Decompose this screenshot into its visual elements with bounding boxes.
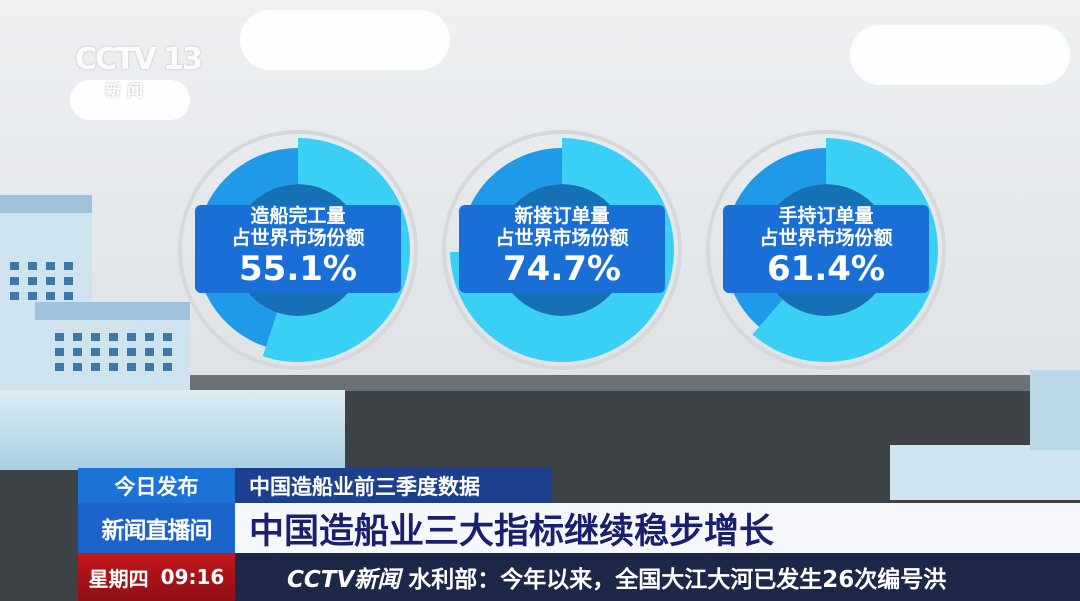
window bbox=[109, 348, 118, 356]
channel-logo: CCTV 13 新闻 bbox=[75, 42, 203, 101]
clock: 09:16 bbox=[160, 565, 225, 589]
topic-label: 中国造船业前三季度数据 bbox=[235, 468, 552, 503]
slice-share bbox=[450, 138, 675, 363]
window bbox=[73, 333, 82, 341]
window bbox=[91, 363, 100, 371]
deck bbox=[180, 375, 1060, 391]
window bbox=[163, 363, 172, 371]
window bbox=[10, 292, 19, 300]
news-ticker: CCTV新闻 水利部：今年以来，全国大江大河已发生26次编号洪 bbox=[235, 553, 1080, 601]
window bbox=[64, 292, 73, 300]
chart-ring bbox=[706, 130, 946, 370]
cloud bbox=[850, 25, 1070, 85]
chart-value: 61.4% bbox=[767, 249, 885, 289]
ticker-text: 水利部：今年以来，全国大江大河已发生26次编号洪 bbox=[408, 567, 947, 593]
ship bbox=[0, 390, 345, 470]
window bbox=[163, 348, 172, 356]
program-label: 新闻直播间 bbox=[78, 503, 235, 553]
window bbox=[127, 333, 136, 341]
slice-share bbox=[752, 138, 939, 363]
window bbox=[109, 333, 118, 341]
building bbox=[35, 302, 190, 392]
window bbox=[145, 348, 154, 356]
window bbox=[55, 363, 64, 371]
chart-label: 新接订单量 占世界市场份额 74.7% bbox=[459, 205, 665, 293]
chart-value: 74.7% bbox=[503, 249, 621, 289]
chart-label: 造船完工量 占世界市场份额 55.1% bbox=[195, 205, 401, 293]
window bbox=[28, 262, 37, 270]
chart-value: 55.1% bbox=[239, 249, 357, 289]
chart-subtitle: 占世界市场份额 bbox=[495, 227, 629, 249]
window bbox=[127, 348, 136, 356]
headline: 中国造船业三大指标继续稳步增长 bbox=[235, 503, 1080, 553]
ship bbox=[890, 445, 1080, 500]
window bbox=[109, 363, 118, 371]
window bbox=[64, 277, 73, 285]
chart-title: 造船完工量 bbox=[250, 205, 346, 227]
cloud bbox=[240, 10, 450, 70]
window bbox=[91, 348, 100, 356]
window bbox=[91, 333, 100, 341]
window bbox=[55, 348, 64, 356]
window bbox=[46, 262, 55, 270]
chart-ring bbox=[178, 130, 418, 370]
window bbox=[127, 363, 136, 371]
window bbox=[10, 262, 19, 270]
window bbox=[64, 262, 73, 270]
ticker-logo: CCTV新闻 bbox=[287, 567, 401, 593]
chart-subtitle: 占世界市场份额 bbox=[759, 227, 893, 249]
window bbox=[46, 292, 55, 300]
chart-subtitle: 占世界市场份额 bbox=[231, 227, 365, 249]
chart-ring bbox=[442, 130, 682, 370]
window bbox=[145, 363, 154, 371]
tag-label: 今日发布 bbox=[78, 468, 235, 503]
slice-rest bbox=[196, 148, 298, 347]
window bbox=[73, 348, 82, 356]
window bbox=[28, 292, 37, 300]
logo-sub: 新闻 bbox=[105, 81, 150, 100]
window bbox=[28, 277, 37, 285]
ship bbox=[1030, 370, 1080, 450]
window bbox=[145, 333, 154, 341]
window bbox=[10, 277, 19, 285]
slice-share bbox=[262, 138, 410, 362]
window bbox=[55, 333, 64, 341]
logo-text: CCTV 13 bbox=[75, 42, 203, 77]
chart-label: 手持订单量 占世界市场份额 61.4% bbox=[723, 205, 929, 293]
date-time: 星期四 09:16 bbox=[78, 553, 235, 601]
cloud bbox=[70, 80, 190, 120]
chart-title: 新接订单量 bbox=[514, 205, 610, 227]
window bbox=[73, 363, 82, 371]
window bbox=[163, 333, 172, 341]
chart-title: 手持订单量 bbox=[778, 205, 874, 227]
window bbox=[46, 277, 55, 285]
weekday: 星期四 bbox=[88, 566, 149, 591]
